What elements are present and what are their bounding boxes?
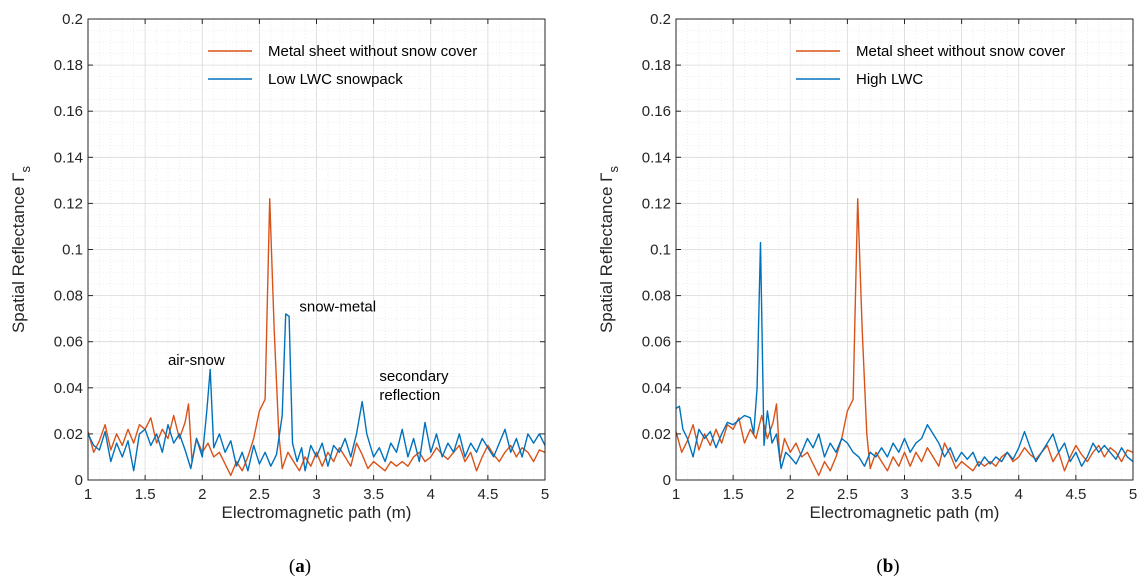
y-tick-label-a: 0.04 (54, 380, 83, 397)
y-tick-label-a: 0.18 (54, 57, 83, 74)
x-tick-label-b: 5 (1129, 486, 1137, 503)
panel-label-b: (b) (876, 556, 899, 577)
y-tick-label-b: 0 (663, 472, 671, 489)
x-tick-label-a: 4 (427, 486, 435, 503)
annotation-line-a-0-0: air-snow (168, 352, 225, 369)
y-tick-label-b: 0.2 (650, 11, 671, 28)
x-tick-label-a: 3 (312, 486, 320, 503)
legend-label-b-1: High LWC (856, 71, 923, 88)
x-tick-label-b: 2.5 (837, 486, 858, 503)
panel-label-open-b: ( (876, 556, 882, 577)
annotation-line-a-1-0: snow-metal (299, 299, 376, 316)
panel-label-open-a: ( (289, 556, 295, 577)
legend-label-a-1: Low LWC snowpack (268, 71, 403, 88)
legend-label-b-0: Metal sheet without snow cover (856, 43, 1065, 60)
panel-b: 1 1.5 2 2.5 3 3.5 4 4.5 5 0 0.02 0.04 0.06 0.08 0.1 0.1… (597, 11, 1137, 577)
y-tick-label-b: 0.06 (642, 334, 671, 351)
y-tick-label-a: 0 (75, 472, 83, 489)
y-tick-label-a: 0.02 (54, 426, 83, 443)
x-tick-label-a: 2.5 (249, 486, 270, 503)
series-line-a-1 (87, 313, 546, 472)
x-tick-label-b: 1 (672, 486, 680, 503)
y-tick-label-a: 0.12 (54, 195, 83, 212)
annotation-a-1: snow-metal (299, 299, 376, 316)
y-tick-label-a: 0.2 (62, 11, 83, 28)
y-tick-label-a: 0.06 (54, 334, 83, 351)
series-line-b-1 (675, 241, 1134, 470)
annotation-line-a-2-0: secondary (379, 368, 449, 385)
panel-label-letter-a: a (295, 556, 305, 577)
y-tick-label-b: 0.14 (642, 149, 671, 166)
y-axis-label-main-a: Spatial Reflectance Γ (9, 172, 28, 333)
y-axis-label-sub-b: s (606, 165, 621, 172)
y-tick-label-b: 0.04 (642, 380, 671, 397)
x-tick-label-a: 1 (84, 486, 92, 503)
x-tick-label-a: 3.5 (363, 486, 384, 503)
y-tick-label-b: 0.12 (642, 195, 671, 212)
x-tick-label-b: 1.5 (723, 486, 744, 503)
series-line-b-0 (675, 198, 1134, 477)
x-axis-label-a: Electromagnetic path (m) (222, 503, 412, 522)
annotation-a-0: air-snow (168, 352, 225, 369)
panel-a: 1 1.5 2 2.5 3 3.5 4 4.5 5 0 0.02 0.04 0.06 0.08 0.1 0.1… (9, 11, 549, 577)
panel-label-close-a: ) (305, 556, 311, 577)
x-tick-label-a: 1.5 (135, 486, 156, 503)
y-tick-label-b: 0.02 (642, 426, 671, 443)
panel-label-close-b: ) (893, 556, 899, 577)
annotation-line-a-2-1: reflection (379, 387, 440, 404)
panel-label-a: (a) (289, 556, 311, 577)
x-tick-label-b: 3 (900, 486, 908, 503)
annotation-a-2: secondary reflection (379, 368, 449, 404)
y-axis-label-main-b: Spatial Reflectance Γ (597, 172, 616, 333)
y-tick-label-a: 0.1 (62, 242, 83, 259)
panel-label-letter-b: b (883, 556, 894, 577)
x-tick-label-b: 3.5 (951, 486, 972, 503)
y-tick-label-a: 0.08 (54, 288, 83, 305)
y-axis-label-b: Spatial Reflectance Γs (597, 165, 621, 333)
legend-label-a-0: Metal sheet without snow cover (268, 43, 477, 60)
y-axis-label-a: Spatial Reflectance Γs (9, 165, 33, 333)
y-axis-label-sub-a: s (18, 165, 33, 172)
y-tick-label-b: 0.16 (642, 103, 671, 120)
x-tick-label-b: 4.5 (1065, 486, 1086, 503)
x-tick-label-b: 2 (786, 486, 794, 503)
x-axis-label-b: Electromagnetic path (m) (810, 503, 1000, 522)
y-tick-label-b: 0.1 (650, 242, 671, 259)
y-tick-label-b: 0.08 (642, 288, 671, 305)
x-tick-label-a: 2 (198, 486, 206, 503)
y-tick-label-a: 0.14 (54, 149, 83, 166)
x-tick-label-a: 5 (541, 486, 549, 503)
x-tick-label-b: 4 (1015, 486, 1023, 503)
y-tick-label-b: 0.18 (642, 57, 671, 74)
x-tick-label-a: 4.5 (477, 486, 498, 503)
y-tick-label-a: 0.16 (54, 103, 83, 120)
